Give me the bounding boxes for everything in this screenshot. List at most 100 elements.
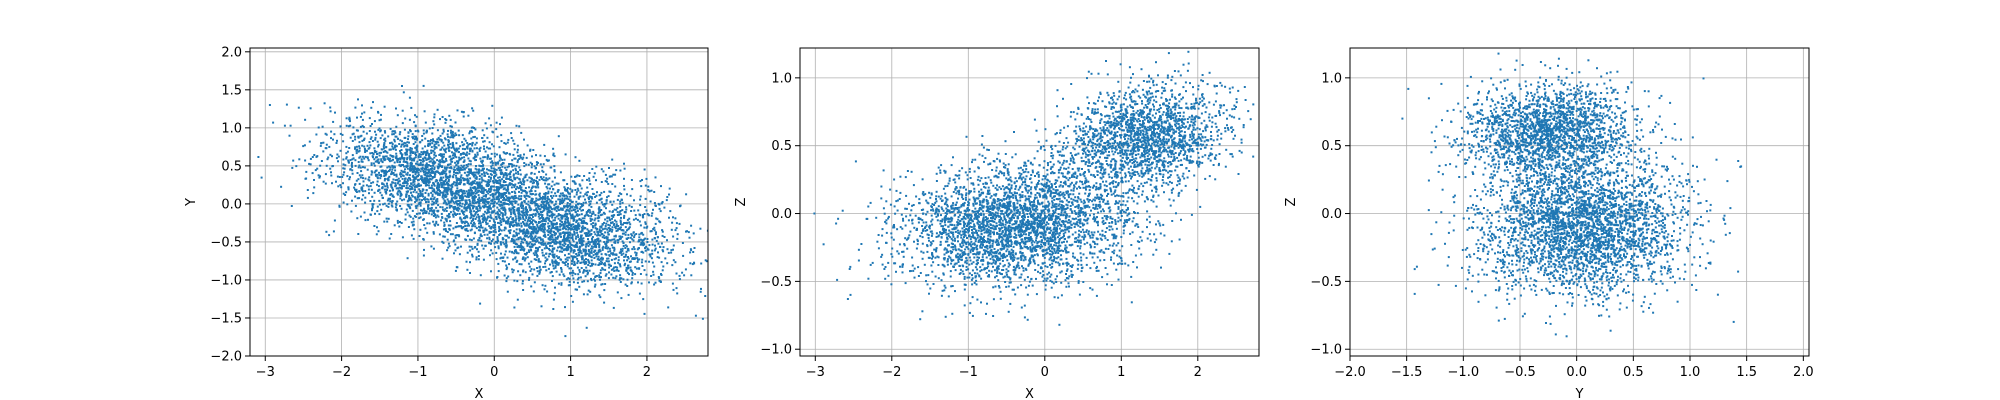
data-point	[463, 159, 466, 162]
data-point	[577, 197, 580, 200]
data-point	[552, 256, 555, 259]
data-point	[654, 222, 657, 225]
data-point	[411, 166, 414, 169]
data-point	[513, 176, 516, 179]
data-point	[524, 233, 527, 236]
data-point	[492, 226, 495, 229]
data-point	[435, 222, 438, 225]
data-point	[578, 195, 581, 198]
data-point	[526, 220, 529, 223]
data-point	[614, 227, 617, 230]
data-point	[412, 152, 414, 154]
data-point	[600, 201, 603, 204]
data-point	[513, 224, 516, 227]
data-point	[497, 247, 500, 250]
data-point	[568, 192, 571, 195]
data-point	[424, 192, 427, 194]
data-point	[443, 189, 446, 192]
data-point	[571, 200, 574, 203]
data-point	[633, 209, 636, 212]
data-point	[509, 153, 512, 156]
data-point	[623, 264, 626, 267]
data-point	[572, 208, 575, 211]
data-point	[465, 154, 468, 157]
data-point	[517, 232, 520, 235]
data-point	[484, 210, 487, 213]
data-point	[650, 189, 653, 192]
data-point	[361, 190, 364, 193]
data-point	[571, 190, 574, 193]
data-point	[541, 251, 544, 254]
data-point	[405, 180, 407, 183]
data-point	[430, 184, 433, 187]
data-point	[497, 176, 500, 179]
data-point	[359, 115, 362, 118]
data-point	[516, 280, 519, 283]
data-point	[649, 255, 652, 258]
data-point	[505, 239, 508, 242]
data-point	[415, 154, 417, 156]
data-point	[651, 238, 654, 241]
data-point	[610, 214, 613, 217]
data-point	[571, 260, 574, 263]
data-point	[475, 258, 478, 261]
data-point	[432, 164, 434, 167]
data-point	[570, 223, 573, 226]
data-point	[489, 147, 492, 150]
data-point	[406, 211, 409, 214]
data-point	[499, 217, 502, 220]
data-point	[532, 239, 535, 242]
data-point	[317, 174, 320, 177]
data-point	[503, 253, 506, 256]
data-point	[486, 157, 489, 160]
data-point	[517, 182, 520, 185]
data-point	[629, 236, 632, 239]
data-point	[399, 172, 402, 174]
data-point	[486, 208, 489, 211]
data-point	[402, 157, 405, 160]
data-point	[533, 243, 536, 246]
data-point	[569, 203, 572, 205]
data-point	[489, 190, 492, 193]
data-point	[455, 147, 458, 150]
data-point	[498, 192, 501, 194]
data-point	[481, 205, 484, 208]
data-point	[601, 213, 604, 216]
data-point	[621, 232, 624, 235]
data-point	[517, 237, 520, 239]
data-point	[592, 240, 595, 243]
data-point	[454, 155, 457, 158]
data-point	[460, 245, 462, 248]
data-point	[325, 147, 328, 150]
data-point	[555, 200, 558, 203]
data-point	[619, 277, 622, 280]
data-point	[478, 226, 481, 229]
data-point	[474, 143, 477, 146]
data-point	[461, 147, 464, 150]
data-point	[567, 262, 569, 265]
data-point	[390, 173, 393, 176]
data-point	[577, 226, 580, 229]
data-point	[384, 158, 386, 161]
data-point	[420, 159, 422, 162]
data-point	[538, 170, 541, 173]
data-point	[513, 206, 516, 209]
data-point	[465, 178, 468, 181]
data-point	[484, 122, 487, 125]
data-point	[370, 106, 373, 109]
data-point	[461, 193, 464, 196]
data-point	[659, 210, 662, 213]
data-point	[616, 211, 619, 214]
data-point	[442, 235, 445, 238]
data-point	[461, 197, 464, 199]
data-point	[501, 206, 504, 209]
data-point	[458, 199, 461, 202]
data-point	[409, 165, 412, 168]
data-point	[443, 149, 446, 152]
data-point	[443, 224, 446, 227]
data-point	[608, 167, 610, 169]
data-point	[398, 133, 401, 136]
data-point	[444, 151, 447, 154]
data-point	[467, 157, 470, 160]
data-point	[380, 148, 383, 151]
